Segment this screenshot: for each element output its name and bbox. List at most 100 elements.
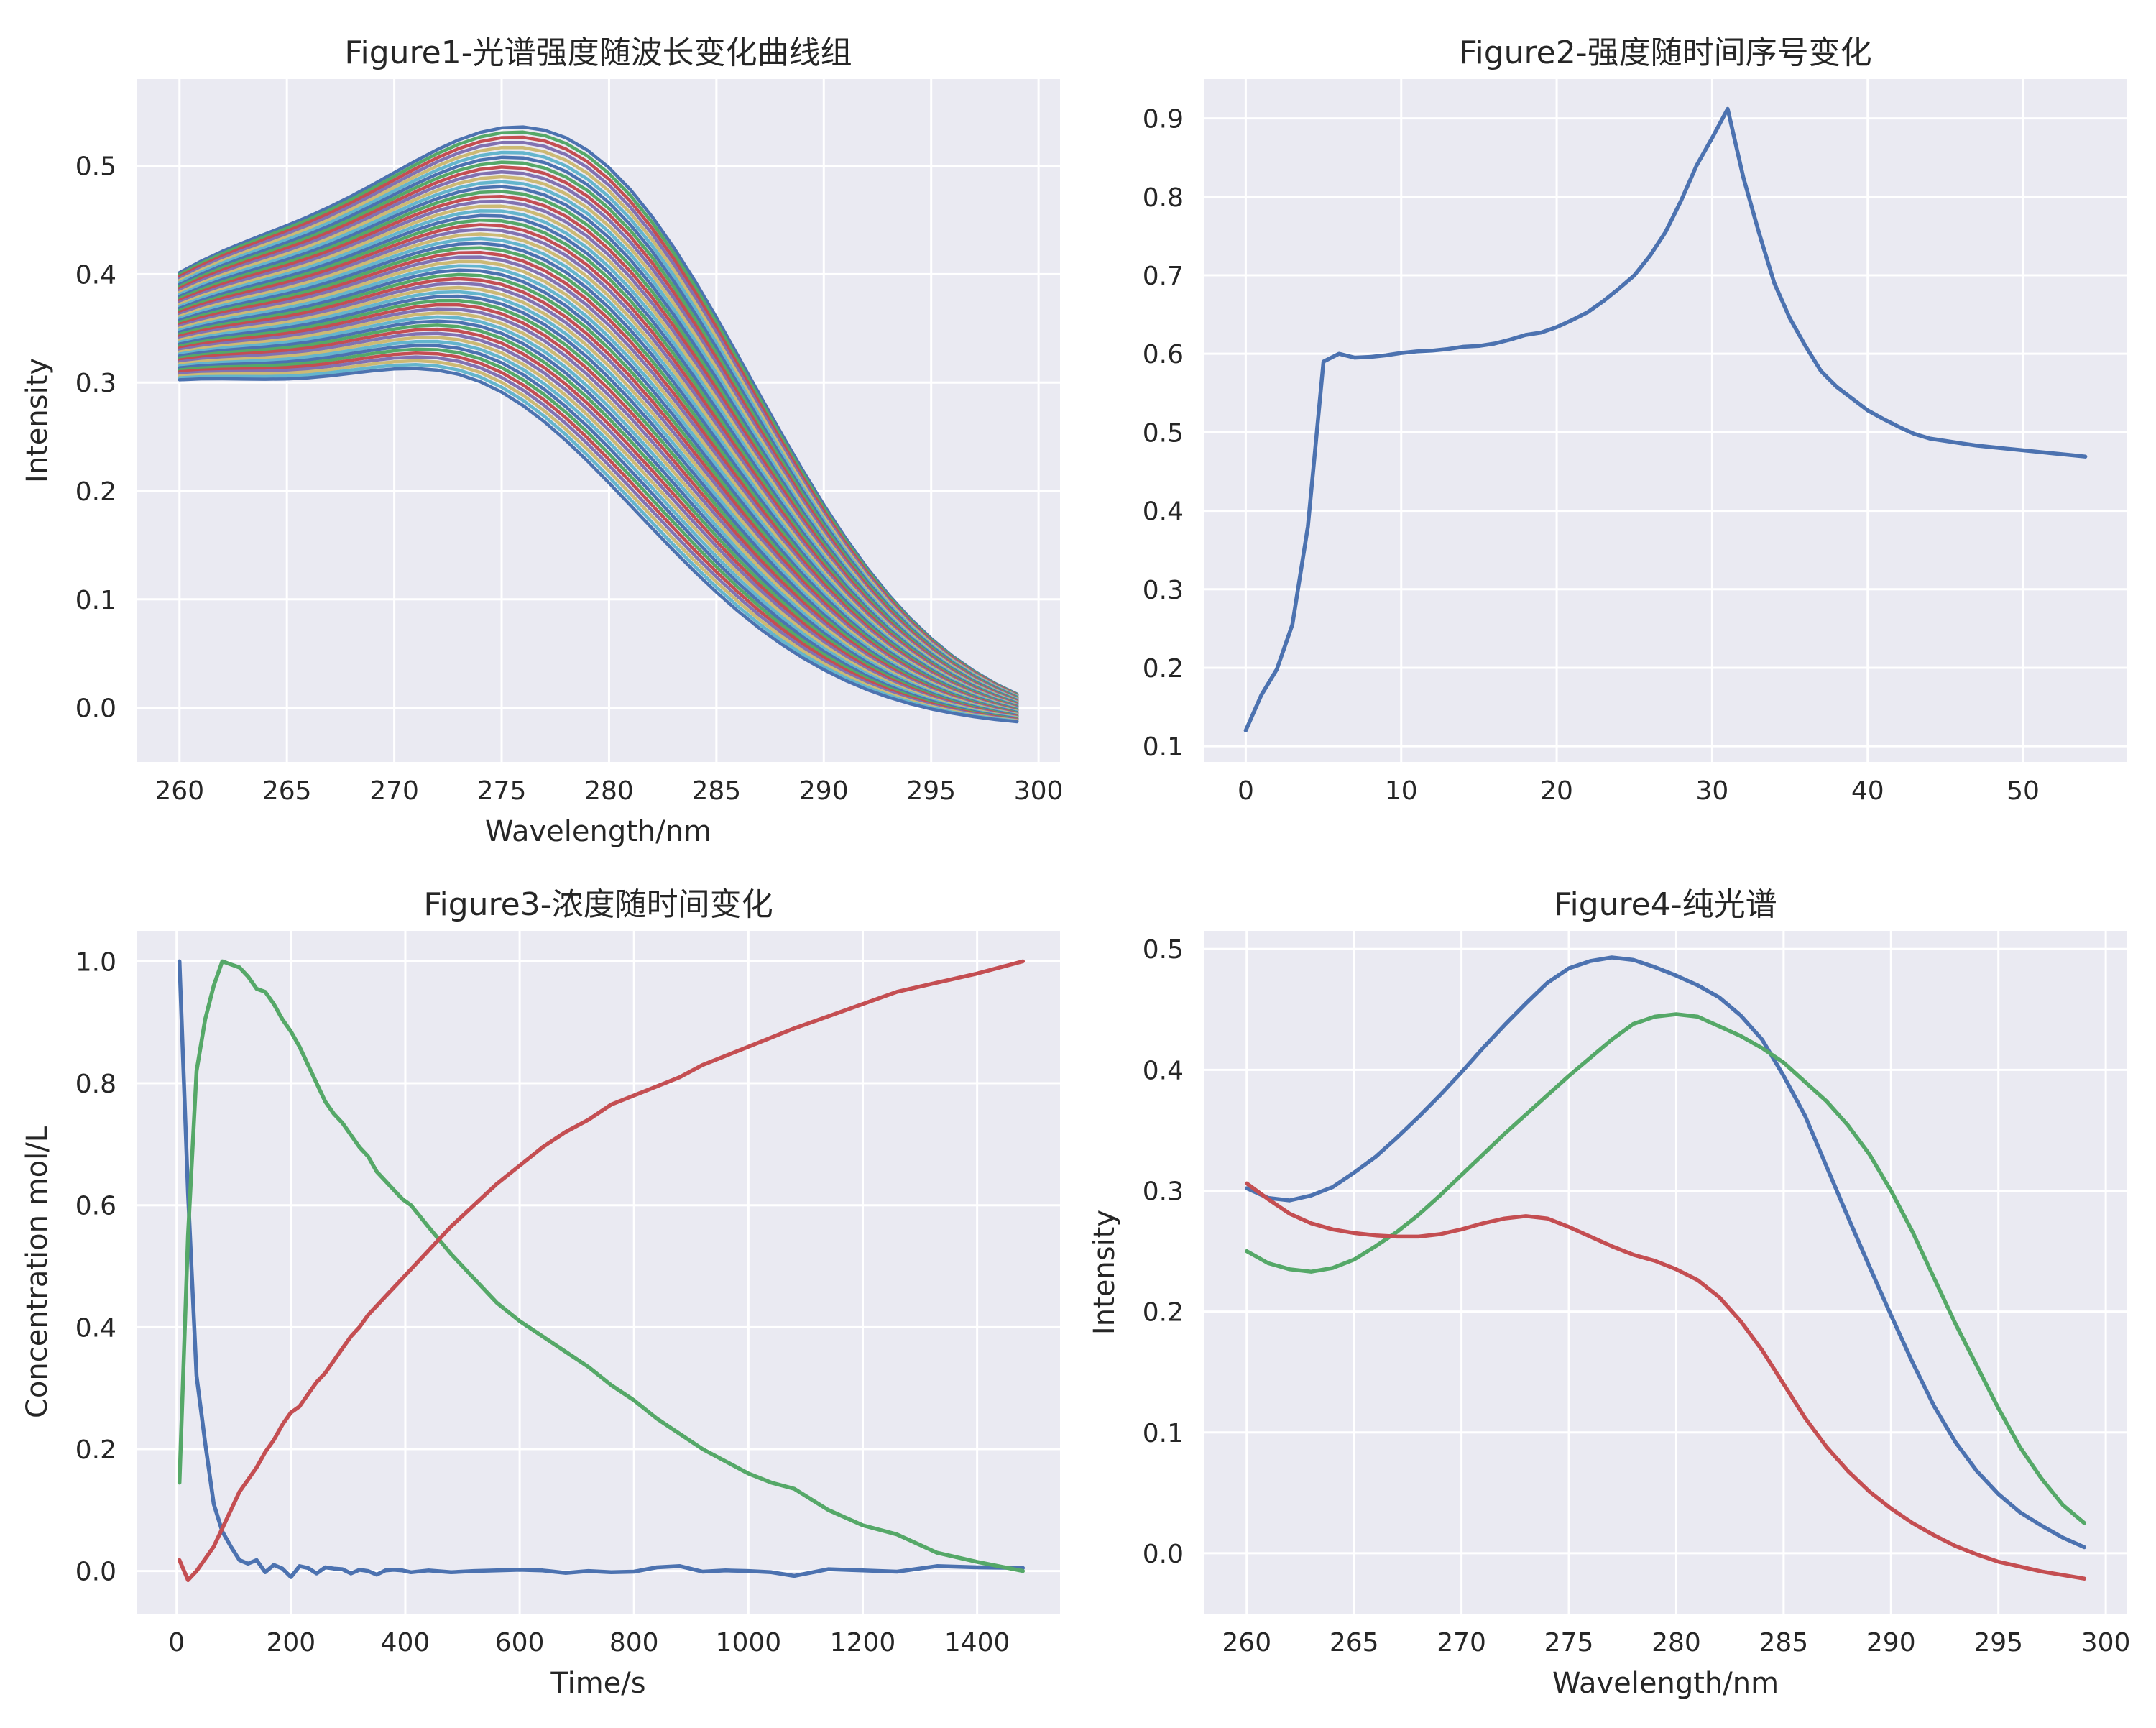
spectrum-line xyxy=(178,311,1019,717)
y-tick-label: 0.6 xyxy=(1143,340,1184,369)
y-tick-label: 0.1 xyxy=(75,586,116,615)
spectrum-line xyxy=(178,277,1019,712)
x-tick-label: 265 xyxy=(262,776,312,806)
spectrum-line xyxy=(178,307,1019,716)
spectrum-line xyxy=(178,336,1019,720)
series-lines xyxy=(178,125,1019,724)
x-tick-label: 275 xyxy=(477,776,527,806)
x-tick-label: 275 xyxy=(1544,1628,1594,1658)
y-tick-label: 0.3 xyxy=(1143,1177,1184,1207)
spectrum-line xyxy=(178,344,1019,720)
y-tick-label: 0.1 xyxy=(1143,732,1184,762)
series-line-3 xyxy=(177,959,1026,1583)
y-tick-label: 0.4 xyxy=(1143,1056,1184,1085)
x-tick-label: 400 xyxy=(381,1628,430,1658)
y-tick-label: 0.2 xyxy=(1143,1298,1184,1328)
y-tick-label: 0.5 xyxy=(75,152,116,182)
spectrum-line xyxy=(178,359,1019,722)
plot-area xyxy=(1204,79,2127,762)
y-tick-label: 0.0 xyxy=(1143,1540,1184,1569)
x-tick-label: 290 xyxy=(1866,1628,1916,1658)
spectrum-line xyxy=(178,339,1019,720)
spectrum-line xyxy=(178,363,1019,723)
y-axis-label: Intensity xyxy=(21,358,54,483)
y-tick-label: 1.0 xyxy=(75,947,116,977)
y-tick-label: 0.3 xyxy=(75,369,116,398)
y-tick-label: 0.3 xyxy=(1143,576,1184,605)
spectrum-line xyxy=(178,351,1019,722)
spectrum-line xyxy=(178,290,1019,714)
spectrum-line xyxy=(178,255,1019,710)
x-tick-label: 50 xyxy=(2007,776,2040,806)
x-tick-label: 200 xyxy=(266,1628,315,1658)
x-tick-label: 1200 xyxy=(830,1628,896,1658)
y-tick-label: 0.6 xyxy=(75,1192,116,1221)
x-tick-label: 1000 xyxy=(716,1628,782,1658)
series-lines xyxy=(1243,106,2088,733)
x-tick-label: 280 xyxy=(1651,1628,1701,1658)
spectrum-line xyxy=(178,250,1019,709)
x-tick-label: 1400 xyxy=(944,1628,1010,1658)
x-axis-label: Time/s xyxy=(550,1667,645,1700)
x-tick-label: 285 xyxy=(1759,1628,1809,1658)
chart-title: Figure4-纯光谱 xyxy=(1554,886,1777,923)
series-line-2 xyxy=(177,959,1026,1573)
spectrum-line xyxy=(178,327,1019,719)
x-tick-label: 300 xyxy=(1014,776,1064,806)
gridlines xyxy=(1204,931,2127,1614)
spectrum-line xyxy=(178,355,1019,722)
spectrum-line xyxy=(178,268,1019,712)
y-tick-label: 0.8 xyxy=(1143,183,1184,213)
y-axis-label: Concentration mol/L xyxy=(21,1126,54,1418)
spectrum-line xyxy=(178,319,1019,717)
spectrum-line xyxy=(178,294,1019,714)
y-tick-label: 0.0 xyxy=(75,694,116,724)
series-line-1 xyxy=(1243,106,2088,733)
chart-title: Figure3-浓度随时间变化 xyxy=(423,886,773,923)
panel-4: 260 265 270 275 280 285 290 295 300 0.0 0.1 0.2 0.3 0… xyxy=(1088,886,2130,1700)
x-tick-label: 300 xyxy=(2081,1628,2131,1658)
x-tick-label: 280 xyxy=(584,776,634,806)
spectrum-line xyxy=(178,272,1019,712)
gridlines xyxy=(1204,79,2127,762)
y-tick-label: 0.4 xyxy=(75,260,116,290)
y-tick-label: 0.4 xyxy=(1143,497,1184,527)
x-tick-label: 20 xyxy=(1540,776,1573,806)
chart-title: Figure1-光谱强度随波长变化曲线组 xyxy=(344,35,852,71)
spectrum-line xyxy=(178,259,1019,710)
spectrum-line xyxy=(178,347,1019,721)
x-tick-label: 260 xyxy=(1222,1628,1271,1658)
y-tick-label: 0.1 xyxy=(1143,1419,1184,1448)
x-tick-label: 290 xyxy=(799,776,849,806)
x-tick-label: 285 xyxy=(692,776,742,806)
x-axis-label: Wavelength/nm xyxy=(485,815,711,848)
x-tick-label: 295 xyxy=(906,776,956,806)
x-tick-label: 0 xyxy=(168,1628,185,1658)
spectrum-line xyxy=(178,285,1019,714)
spectrum-line xyxy=(178,281,1019,713)
y-tick-label: 0.7 xyxy=(1143,262,1184,291)
plot-area xyxy=(1204,931,2127,1614)
series-line-1 xyxy=(1245,955,2086,1550)
spectrum-line xyxy=(178,331,1019,719)
x-tick-label: 600 xyxy=(495,1628,545,1658)
y-tick-label: 0.2 xyxy=(75,1435,116,1465)
x-tick-label: 0 xyxy=(1238,776,1254,806)
x-tick-label: 800 xyxy=(609,1628,659,1658)
y-tick-label: 0.5 xyxy=(1143,418,1184,448)
chart-title: Figure2-强度随时间序号变化 xyxy=(1459,35,1871,71)
y-tick-label: 0.2 xyxy=(1143,654,1184,684)
panel-2: 0 10 20 30 40 50 0.1 0.2 0.3 0.4 0.5 0.6 0.7 0.8 0.9 Fi… xyxy=(1143,35,2127,806)
x-tick-label: 270 xyxy=(1437,1628,1486,1658)
y-axis-label: Intensity xyxy=(1088,1210,1121,1335)
x-tick-label: 265 xyxy=(1330,1628,1379,1658)
spectrum-line xyxy=(178,264,1019,711)
spectrum-line xyxy=(178,367,1019,724)
x-tick-label: 295 xyxy=(1973,1628,2023,1658)
series-lines xyxy=(1245,955,2086,1581)
y-tick-label: 0.5 xyxy=(1143,935,1184,965)
y-tick-label: 0.2 xyxy=(75,477,116,507)
series-line-1 xyxy=(177,959,1026,1579)
spectrum-line xyxy=(178,298,1019,715)
